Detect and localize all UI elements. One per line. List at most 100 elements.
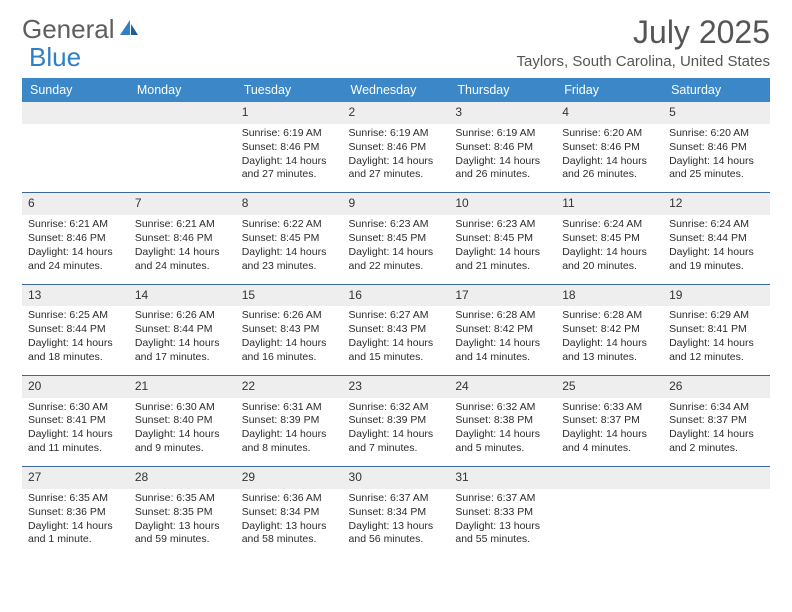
daylight-line2: and 26 minutes. xyxy=(562,168,657,182)
sunset-text: Sunset: 8:46 PM xyxy=(135,232,230,246)
sunrise-text: Sunrise: 6:30 AM xyxy=(135,401,230,415)
day-body-cell: Sunrise: 6:30 AMSunset: 8:41 PMDaylight:… xyxy=(22,398,129,467)
daylight-line1: Daylight: 14 hours xyxy=(562,155,657,169)
day-body-cell: Sunrise: 6:36 AMSunset: 8:34 PMDaylight:… xyxy=(236,489,343,557)
sunset-text: Sunset: 8:44 PM xyxy=(28,323,123,337)
day-number-cell: 13 xyxy=(22,284,129,306)
day-details: Sunrise: 6:19 AMSunset: 8:46 PMDaylight:… xyxy=(349,127,444,182)
day-body-cell xyxy=(129,124,236,193)
daylight-line1: Daylight: 14 hours xyxy=(562,428,657,442)
sunrise-text: Sunrise: 6:29 AM xyxy=(669,309,764,323)
day-number-cell: 1 xyxy=(236,102,343,124)
day-body-cell: Sunrise: 6:21 AMSunset: 8:46 PMDaylight:… xyxy=(22,215,129,284)
day-body-cell: Sunrise: 6:20 AMSunset: 8:46 PMDaylight:… xyxy=(663,124,770,193)
header: General July 2025 Taylors, South Carolin… xyxy=(22,14,770,76)
day-details: Sunrise: 6:30 AMSunset: 8:40 PMDaylight:… xyxy=(135,401,230,456)
daylight-line1: Daylight: 14 hours xyxy=(349,246,444,260)
sunrise-text: Sunrise: 6:26 AM xyxy=(135,309,230,323)
sunset-text: Sunset: 8:43 PM xyxy=(242,323,337,337)
day-number-cell: 20 xyxy=(22,375,129,397)
day-body-cell: Sunrise: 6:37 AMSunset: 8:33 PMDaylight:… xyxy=(449,489,556,557)
day-details: Sunrise: 6:37 AMSunset: 8:33 PMDaylight:… xyxy=(455,492,550,547)
sunset-text: Sunset: 8:37 PM xyxy=(562,414,657,428)
sunset-text: Sunset: 8:45 PM xyxy=(455,232,550,246)
sunset-text: Sunset: 8:39 PM xyxy=(242,414,337,428)
sunset-text: Sunset: 8:34 PM xyxy=(242,506,337,520)
daylight-line1: Daylight: 14 hours xyxy=(562,246,657,260)
weekday-header: Friday xyxy=(556,78,663,102)
sunrise-text: Sunrise: 6:27 AM xyxy=(349,309,444,323)
daylight-line2: and 7 minutes. xyxy=(349,442,444,456)
sunrise-text: Sunrise: 6:34 AM xyxy=(669,401,764,415)
sunrise-text: Sunrise: 6:37 AM xyxy=(455,492,550,506)
daylight-line2: and 26 minutes. xyxy=(455,168,550,182)
daylight-line1: Daylight: 14 hours xyxy=(242,337,337,351)
daylight-line2: and 25 minutes. xyxy=(669,168,764,182)
day-details: Sunrise: 6:28 AMSunset: 8:42 PMDaylight:… xyxy=(562,309,657,364)
day-number-cell: 9 xyxy=(343,193,450,215)
day-details: Sunrise: 6:36 AMSunset: 8:34 PMDaylight:… xyxy=(242,492,337,547)
day-number-cell: 30 xyxy=(343,467,450,489)
sunrise-text: Sunrise: 6:28 AM xyxy=(455,309,550,323)
calendar-page: General July 2025 Taylors, South Carolin… xyxy=(0,0,792,612)
day-number-row: 12345 xyxy=(22,102,770,124)
daylight-line2: and 8 minutes. xyxy=(242,442,337,456)
sunrise-text: Sunrise: 6:32 AM xyxy=(455,401,550,415)
sunset-text: Sunset: 8:46 PM xyxy=(349,141,444,155)
day-details: Sunrise: 6:20 AMSunset: 8:46 PMDaylight:… xyxy=(562,127,657,182)
sunrise-text: Sunrise: 6:30 AM xyxy=(28,401,123,415)
sunset-text: Sunset: 8:46 PM xyxy=(28,232,123,246)
sunrise-text: Sunrise: 6:36 AM xyxy=(242,492,337,506)
sunset-text: Sunset: 8:34 PM xyxy=(349,506,444,520)
daylight-line2: and 14 minutes. xyxy=(455,351,550,365)
calendar-table: Sunday Monday Tuesday Wednesday Thursday… xyxy=(22,78,770,557)
day-number-cell xyxy=(129,102,236,124)
month-title: July 2025 xyxy=(517,14,770,51)
day-number-cell: 19 xyxy=(663,284,770,306)
daylight-line1: Daylight: 14 hours xyxy=(349,155,444,169)
sunrise-text: Sunrise: 6:37 AM xyxy=(349,492,444,506)
sunset-text: Sunset: 8:46 PM xyxy=(455,141,550,155)
day-details: Sunrise: 6:26 AMSunset: 8:44 PMDaylight:… xyxy=(135,309,230,364)
day-details: Sunrise: 6:21 AMSunset: 8:46 PMDaylight:… xyxy=(135,218,230,273)
sunset-text: Sunset: 8:38 PM xyxy=(455,414,550,428)
daylight-line1: Daylight: 14 hours xyxy=(455,155,550,169)
day-body-cell: Sunrise: 6:31 AMSunset: 8:39 PMDaylight:… xyxy=(236,398,343,467)
day-body-cell: Sunrise: 6:20 AMSunset: 8:46 PMDaylight:… xyxy=(556,124,663,193)
day-body-cell: Sunrise: 6:37 AMSunset: 8:34 PMDaylight:… xyxy=(343,489,450,557)
sunrise-text: Sunrise: 6:19 AM xyxy=(455,127,550,141)
daylight-line1: Daylight: 13 hours xyxy=(242,520,337,534)
daylight-line2: and 11 minutes. xyxy=(28,442,123,456)
sunset-text: Sunset: 8:35 PM xyxy=(135,506,230,520)
day-body-cell: Sunrise: 6:35 AMSunset: 8:35 PMDaylight:… xyxy=(129,489,236,557)
daylight-line1: Daylight: 14 hours xyxy=(669,155,764,169)
day-details: Sunrise: 6:21 AMSunset: 8:46 PMDaylight:… xyxy=(28,218,123,273)
day-body-row: Sunrise: 6:21 AMSunset: 8:46 PMDaylight:… xyxy=(22,215,770,284)
daylight-line1: Daylight: 14 hours xyxy=(562,337,657,351)
sunrise-text: Sunrise: 6:20 AM xyxy=(562,127,657,141)
day-details: Sunrise: 6:20 AMSunset: 8:46 PMDaylight:… xyxy=(669,127,764,182)
daylight-line1: Daylight: 14 hours xyxy=(455,246,550,260)
weekday-header: Tuesday xyxy=(236,78,343,102)
daylight-line1: Daylight: 14 hours xyxy=(455,337,550,351)
daylight-line2: and 15 minutes. xyxy=(349,351,444,365)
day-body-cell: Sunrise: 6:24 AMSunset: 8:44 PMDaylight:… xyxy=(663,215,770,284)
day-details: Sunrise: 6:35 AMSunset: 8:35 PMDaylight:… xyxy=(135,492,230,547)
day-number-cell: 22 xyxy=(236,375,343,397)
daylight-line1: Daylight: 14 hours xyxy=(242,155,337,169)
daylight-line1: Daylight: 14 hours xyxy=(669,246,764,260)
day-details: Sunrise: 6:25 AMSunset: 8:44 PMDaylight:… xyxy=(28,309,123,364)
day-body-cell: Sunrise: 6:35 AMSunset: 8:36 PMDaylight:… xyxy=(22,489,129,557)
day-body-cell xyxy=(22,124,129,193)
logo-text-general: General xyxy=(22,14,115,45)
sunrise-text: Sunrise: 6:23 AM xyxy=(349,218,444,232)
daylight-line2: and 22 minutes. xyxy=(349,260,444,274)
daylight-line2: and 2 minutes. xyxy=(669,442,764,456)
day-details: Sunrise: 6:35 AMSunset: 8:36 PMDaylight:… xyxy=(28,492,123,547)
sunset-text: Sunset: 8:37 PM xyxy=(669,414,764,428)
logo-sail-icon xyxy=(118,14,140,45)
daylight-line1: Daylight: 14 hours xyxy=(242,428,337,442)
day-body-cell: Sunrise: 6:19 AMSunset: 8:46 PMDaylight:… xyxy=(449,124,556,193)
daylight-line2: and 21 minutes. xyxy=(455,260,550,274)
weekday-header: Wednesday xyxy=(343,78,450,102)
